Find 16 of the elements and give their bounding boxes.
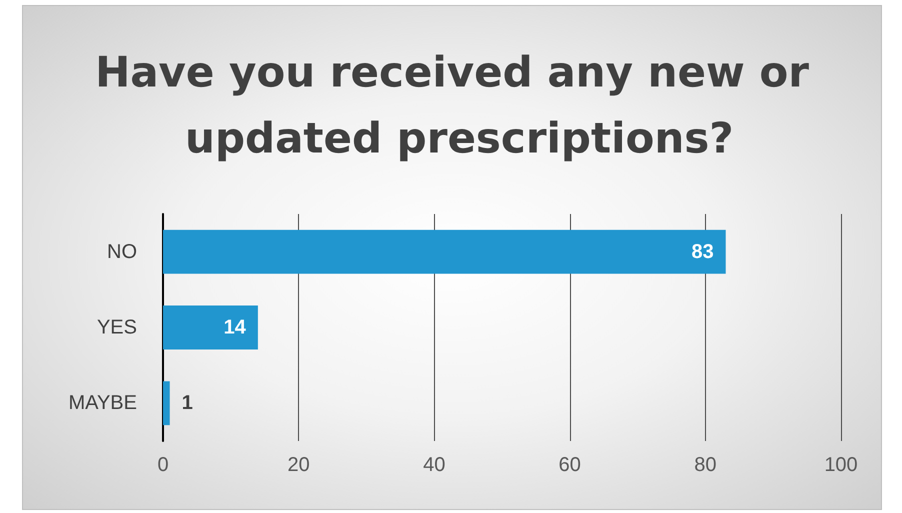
y-tick-label: MAYBE — [68, 392, 137, 414]
x-tick-label: 0 — [157, 454, 169, 476]
data-label: 14 — [224, 316, 247, 338]
data-label: 1 — [182, 392, 193, 414]
data-label: 83 — [691, 240, 714, 263]
y-tick-label: NO — [107, 240, 137, 263]
y-tick-label: YES — [96, 316, 137, 338]
x-tick-label: 40 — [423, 454, 446, 476]
x-tick-label: 60 — [558, 454, 581, 476]
x-tick-label: 20 — [287, 454, 310, 476]
bar — [163, 230, 726, 274]
x-tick-label: 80 — [694, 454, 717, 476]
bar — [163, 381, 170, 426]
bar — [163, 306, 258, 350]
chart-title: Have you received any new or updated prescriptions? — [95, 48, 810, 162]
x-tick-label: 100 — [824, 454, 858, 476]
